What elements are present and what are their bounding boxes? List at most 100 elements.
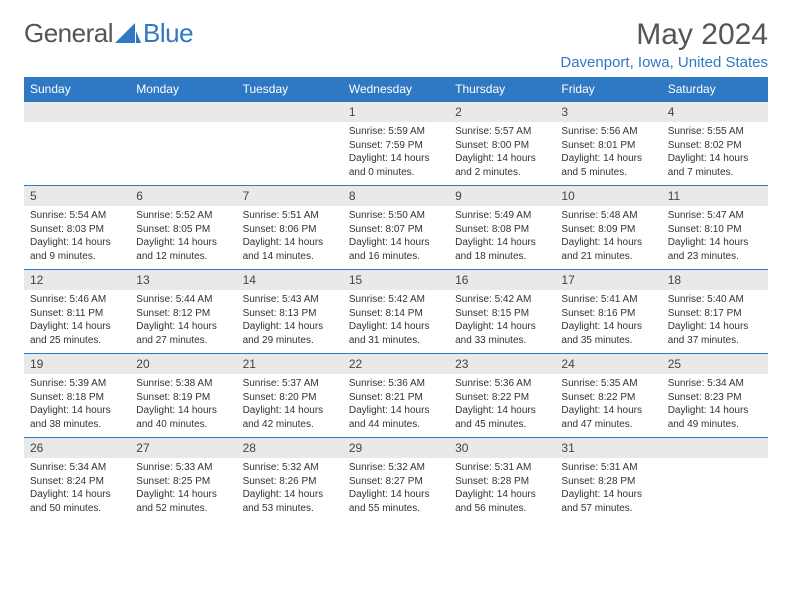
sunrise-line: Sunrise: 5:34 AM	[30, 461, 124, 475]
title-block: May 2024 Davenport, Iowa, United States	[560, 18, 768, 71]
daylight-line: Daylight: 14 hours and 35 minutes.	[561, 320, 655, 347]
day-number	[130, 102, 236, 122]
daylight-line: Daylight: 14 hours and 25 minutes.	[30, 320, 124, 347]
day-number: 14	[237, 270, 343, 290]
sunrise-line: Sunrise: 5:41 AM	[561, 293, 655, 307]
day-number: 17	[555, 270, 661, 290]
calendar-day-cell: 9Sunrise: 5:49 AMSunset: 8:08 PMDaylight…	[449, 186, 555, 270]
sunset-line: Sunset: 8:27 PM	[349, 475, 443, 489]
daylight-line: Daylight: 14 hours and 33 minutes.	[455, 320, 549, 347]
calendar-day-cell: 12Sunrise: 5:46 AMSunset: 8:11 PMDayligh…	[24, 270, 130, 354]
calendar-day-cell: 15Sunrise: 5:42 AMSunset: 8:14 PMDayligh…	[343, 270, 449, 354]
calendar-day-cell: 17Sunrise: 5:41 AMSunset: 8:16 PMDayligh…	[555, 270, 661, 354]
day-number: 23	[449, 354, 555, 374]
sunrise-line: Sunrise: 5:56 AM	[561, 125, 655, 139]
day-details	[237, 122, 343, 184]
day-details: Sunrise: 5:36 AMSunset: 8:21 PMDaylight:…	[343, 374, 449, 437]
day-number: 28	[237, 438, 343, 458]
sunset-line: Sunset: 8:14 PM	[349, 307, 443, 321]
day-details: Sunrise: 5:31 AMSunset: 8:28 PMDaylight:…	[449, 458, 555, 521]
day-details: Sunrise: 5:43 AMSunset: 8:13 PMDaylight:…	[237, 290, 343, 353]
sunset-line: Sunset: 8:09 PM	[561, 223, 655, 237]
sunrise-line: Sunrise: 5:32 AM	[349, 461, 443, 475]
sunset-line: Sunset: 7:59 PM	[349, 139, 443, 153]
sunrise-line: Sunrise: 5:59 AM	[349, 125, 443, 139]
day-number: 3	[555, 102, 661, 122]
daylight-line: Daylight: 14 hours and 47 minutes.	[561, 404, 655, 431]
daylight-line: Daylight: 14 hours and 37 minutes.	[668, 320, 762, 347]
day-details: Sunrise: 5:42 AMSunset: 8:14 PMDaylight:…	[343, 290, 449, 353]
sunrise-line: Sunrise: 5:34 AM	[668, 377, 762, 391]
calendar-week-row: 1Sunrise: 5:59 AMSunset: 7:59 PMDaylight…	[24, 102, 768, 186]
calendar-day-cell: 20Sunrise: 5:38 AMSunset: 8:19 PMDayligh…	[130, 354, 236, 438]
day-details: Sunrise: 5:42 AMSunset: 8:15 PMDaylight:…	[449, 290, 555, 353]
sunrise-line: Sunrise: 5:31 AM	[561, 461, 655, 475]
day-details: Sunrise: 5:40 AMSunset: 8:17 PMDaylight:…	[662, 290, 768, 353]
logo-sail-icon	[115, 23, 141, 45]
sunrise-line: Sunrise: 5:48 AM	[561, 209, 655, 223]
daylight-line: Daylight: 14 hours and 29 minutes.	[243, 320, 337, 347]
sunrise-line: Sunrise: 5:54 AM	[30, 209, 124, 223]
sunrise-line: Sunrise: 5:47 AM	[668, 209, 762, 223]
day-number: 16	[449, 270, 555, 290]
calendar-day-cell: 31Sunrise: 5:31 AMSunset: 8:28 PMDayligh…	[555, 438, 661, 522]
day-number: 24	[555, 354, 661, 374]
sunset-line: Sunset: 8:24 PM	[30, 475, 124, 489]
day-details: Sunrise: 5:56 AMSunset: 8:01 PMDaylight:…	[555, 122, 661, 185]
day-details: Sunrise: 5:37 AMSunset: 8:20 PMDaylight:…	[237, 374, 343, 437]
daylight-line: Daylight: 14 hours and 18 minutes.	[455, 236, 549, 263]
sunrise-line: Sunrise: 5:33 AM	[136, 461, 230, 475]
sunrise-line: Sunrise: 5:46 AM	[30, 293, 124, 307]
daylight-line: Daylight: 14 hours and 38 minutes.	[30, 404, 124, 431]
calendar-day-cell: 3Sunrise: 5:56 AMSunset: 8:01 PMDaylight…	[555, 102, 661, 186]
sunrise-line: Sunrise: 5:42 AM	[455, 293, 549, 307]
month-title: May 2024	[560, 18, 768, 52]
day-number: 7	[237, 186, 343, 206]
day-number: 10	[555, 186, 661, 206]
day-number: 20	[130, 354, 236, 374]
calendar-day-cell: 19Sunrise: 5:39 AMSunset: 8:18 PMDayligh…	[24, 354, 130, 438]
sunrise-line: Sunrise: 5:37 AM	[243, 377, 337, 391]
sunset-line: Sunset: 8:00 PM	[455, 139, 549, 153]
day-number: 19	[24, 354, 130, 374]
daylight-line: Daylight: 14 hours and 2 minutes.	[455, 152, 549, 179]
daylight-line: Daylight: 14 hours and 14 minutes.	[243, 236, 337, 263]
weekday-header-row: SundayMondayTuesdayWednesdayThursdayFrid…	[24, 77, 768, 102]
calendar-day-cell	[24, 102, 130, 186]
day-details: Sunrise: 5:38 AMSunset: 8:19 PMDaylight:…	[130, 374, 236, 437]
calendar-day-cell: 7Sunrise: 5:51 AMSunset: 8:06 PMDaylight…	[237, 186, 343, 270]
day-number: 30	[449, 438, 555, 458]
sunset-line: Sunset: 8:18 PM	[30, 391, 124, 405]
calendar-week-row: 12Sunrise: 5:46 AMSunset: 8:11 PMDayligh…	[24, 270, 768, 354]
daylight-line: Daylight: 14 hours and 49 minutes.	[668, 404, 762, 431]
sunset-line: Sunset: 8:15 PM	[455, 307, 549, 321]
calendar-day-cell: 6Sunrise: 5:52 AMSunset: 8:05 PMDaylight…	[130, 186, 236, 270]
day-number: 22	[343, 354, 449, 374]
location-text: Davenport, Iowa, United States	[560, 54, 768, 71]
daylight-line: Daylight: 14 hours and 56 minutes.	[455, 488, 549, 515]
daylight-line: Daylight: 14 hours and 55 minutes.	[349, 488, 443, 515]
day-details: Sunrise: 5:51 AMSunset: 8:06 PMDaylight:…	[237, 206, 343, 269]
calendar-week-row: 19Sunrise: 5:39 AMSunset: 8:18 PMDayligh…	[24, 354, 768, 438]
sunset-line: Sunset: 8:22 PM	[455, 391, 549, 405]
daylight-line: Daylight: 14 hours and 42 minutes.	[243, 404, 337, 431]
day-number: 2	[449, 102, 555, 122]
day-details: Sunrise: 5:59 AMSunset: 7:59 PMDaylight:…	[343, 122, 449, 185]
daylight-line: Daylight: 14 hours and 21 minutes.	[561, 236, 655, 263]
sunset-line: Sunset: 8:19 PM	[136, 391, 230, 405]
daylight-line: Daylight: 14 hours and 50 minutes.	[30, 488, 124, 515]
sunrise-line: Sunrise: 5:49 AM	[455, 209, 549, 223]
sunset-line: Sunset: 8:05 PM	[136, 223, 230, 237]
day-number: 13	[130, 270, 236, 290]
sunrise-line: Sunrise: 5:44 AM	[136, 293, 230, 307]
day-details: Sunrise: 5:57 AMSunset: 8:00 PMDaylight:…	[449, 122, 555, 185]
day-details	[24, 122, 130, 184]
daylight-line: Daylight: 14 hours and 52 minutes.	[136, 488, 230, 515]
day-number: 6	[130, 186, 236, 206]
day-details: Sunrise: 5:32 AMSunset: 8:27 PMDaylight:…	[343, 458, 449, 521]
weekday-header: Wednesday	[343, 77, 449, 102]
sunset-line: Sunset: 8:01 PM	[561, 139, 655, 153]
weekday-header: Friday	[555, 77, 661, 102]
header: General Blue May 2024 Davenport, Iowa, U…	[24, 18, 768, 71]
sunrise-line: Sunrise: 5:57 AM	[455, 125, 549, 139]
